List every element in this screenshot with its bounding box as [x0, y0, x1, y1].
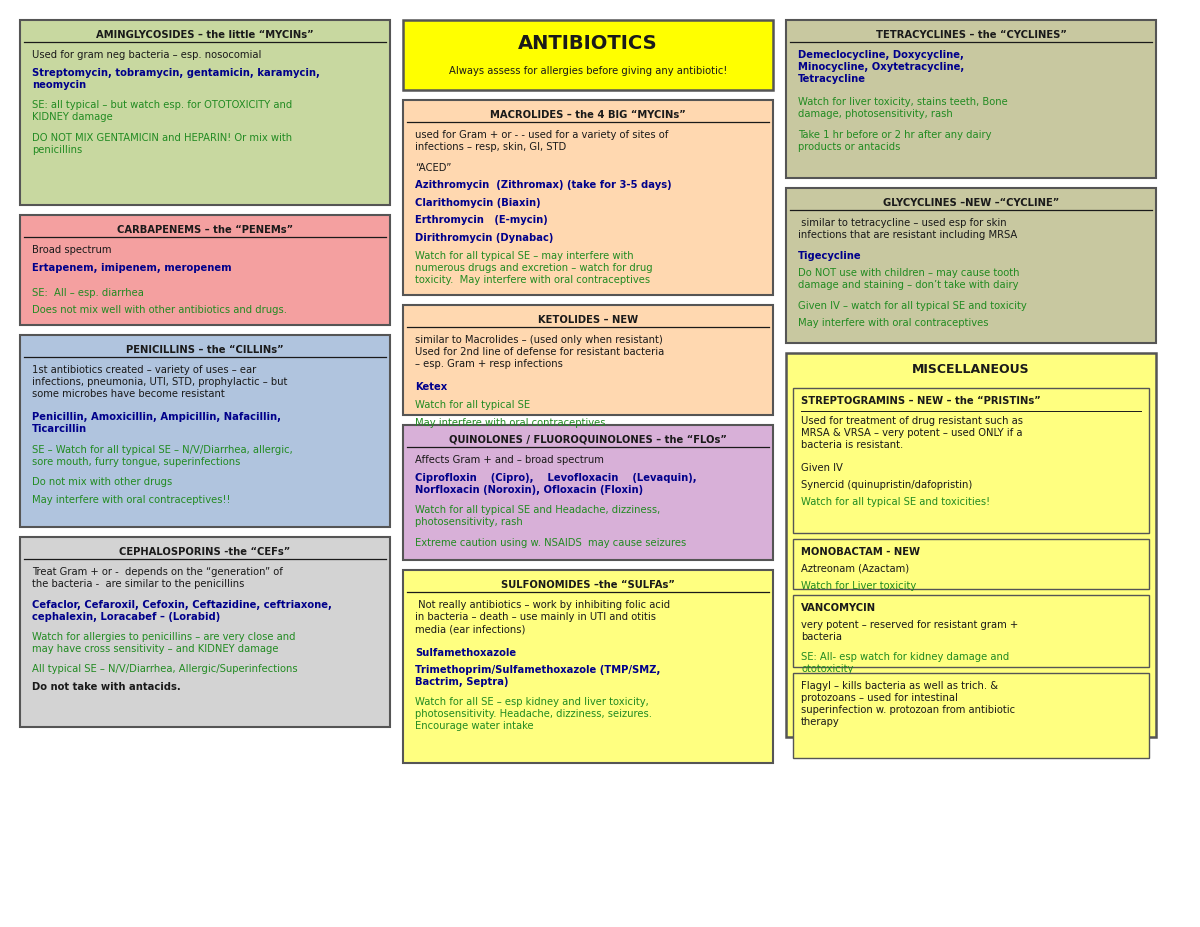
Text: Watch for allergies to penicillins – are very close and
may have cross sensitivi: Watch for allergies to penicillins – are… [32, 632, 295, 654]
Text: DO NOT MIX GENTAMICIN and HEPARIN! Or mix with
penicillins: DO NOT MIX GENTAMICIN and HEPARIN! Or mi… [32, 133, 292, 155]
FancyBboxPatch shape [403, 305, 773, 415]
Text: Used for gram neg bacteria – esp. nosocomial: Used for gram neg bacteria – esp. nosoco… [32, 50, 262, 60]
Text: Used for treatment of drug resistant such as
MRSA & VRSA – very potent – used ON: Used for treatment of drug resistant suc… [802, 416, 1022, 450]
Text: Do not take with antacids.: Do not take with antacids. [32, 682, 181, 692]
Text: All typical SE – N/V/Diarrhea, Allergic/Superinfections: All typical SE – N/V/Diarrhea, Allergic/… [32, 665, 298, 675]
Text: AMINGLYCOSIDES – the little “MYCINs”: AMINGLYCOSIDES – the little “MYCINs” [96, 30, 314, 40]
Text: May interfere with oral contraceptives: May interfere with oral contraceptives [415, 418, 606, 427]
FancyBboxPatch shape [20, 215, 390, 325]
Text: Watch for all typical SE – may interfere with
numerous drugs and excretion – wat: Watch for all typical SE – may interfere… [415, 250, 653, 285]
Text: May interfere with oral contraceptives: May interfere with oral contraceptives [798, 318, 989, 328]
Text: Does not mix well with other antibiotics and drugs.: Does not mix well with other antibiotics… [32, 306, 287, 315]
Text: Aztreonam (Azactam): Aztreonam (Azactam) [802, 564, 910, 574]
Text: Demeclocycline, Doxycycline,
Minocycline, Oxytetracycline,
Tetracycline: Demeclocycline, Doxycycline, Minocycline… [798, 50, 965, 84]
Text: Do NOT use with children – may cause tooth
damage and staining – don’t take with: Do NOT use with children – may cause too… [798, 268, 1020, 290]
Text: Watch for Liver toxicity: Watch for Liver toxicity [802, 581, 917, 591]
Text: SE: All- esp watch for kidney damage and
ototoxicity: SE: All- esp watch for kidney damage and… [802, 652, 1009, 674]
Text: MISCELLANEOUS: MISCELLANEOUS [912, 363, 1030, 376]
Text: Ciprofloxin    (Cipro),    Levofloxacin    (Levaquin),
Norfloxacin (Noroxin), Of: Ciprofloxin (Cipro), Levofloxacin (Levaq… [415, 473, 697, 495]
Text: Given IV: Given IV [802, 463, 842, 473]
Text: VANCOMYCIN: VANCOMYCIN [802, 603, 876, 613]
Text: Trimethoprim/Sulfamethoxazole (TMP/SMZ,
Bactrim, Septra): Trimethoprim/Sulfamethoxazole (TMP/SMZ, … [415, 665, 660, 687]
Text: Streptomycin, tobramycin, gentamicin, karamycin,
neomycin: Streptomycin, tobramycin, gentamicin, ka… [32, 68, 320, 90]
Text: Not really antibiotics – work by inhibiting folic acid
in bacteria – death – use: Not really antibiotics – work by inhibit… [415, 601, 670, 634]
Text: Synercid (quinupristin/dafopristin): Synercid (quinupristin/dafopristin) [802, 480, 972, 490]
Text: Given IV – watch for all typical SE and toxicity: Given IV – watch for all typical SE and … [798, 300, 1027, 311]
Text: KETOLIDES – NEW: KETOLIDES – NEW [538, 315, 638, 325]
Text: Affects Gram + and – broad spectrum: Affects Gram + and – broad spectrum [415, 455, 604, 465]
Text: Always assess for allergies before giving any antibiotic!: Always assess for allergies before givin… [449, 66, 727, 76]
Text: Flagyl – kills bacteria as well as trich. &
protozoans – used for intestinal
sup: Flagyl – kills bacteria as well as trich… [802, 681, 1015, 727]
Text: Azithromycin  (Zithromax) (take for 3-5 days): Azithromycin (Zithromax) (take for 3-5 d… [415, 180, 672, 190]
FancyBboxPatch shape [403, 20, 773, 90]
Text: Treat Gram + or -  depends on the “generation” of
the bacteria -  are similar to: Treat Gram + or - depends on the “genera… [32, 567, 283, 590]
Text: 1st antibiotics created – variety of uses – ear
infections, pneumonia, UTI, STD,: 1st antibiotics created – variety of use… [32, 365, 287, 400]
Text: Ertapenem, imipenem, meropenem: Ertapenem, imipenem, meropenem [32, 263, 232, 273]
Text: Watch for all typical SE: Watch for all typical SE [415, 400, 530, 410]
Text: MACROLIDES – the 4 BIG “MYCINs”: MACROLIDES – the 4 BIG “MYCINs” [490, 110, 686, 120]
FancyBboxPatch shape [403, 100, 773, 295]
Text: MONOBACTAM - NEW: MONOBACTAM - NEW [802, 547, 920, 557]
Text: SULFONOMIDES –the “SULFAs”: SULFONOMIDES –the “SULFAs” [502, 580, 674, 590]
Text: Dirithromycin (Dynabac): Dirithromycin (Dynabac) [415, 233, 553, 243]
Text: Penicillin, Amoxicillin, Ampicillin, Nafacillin,
Ticarcillin: Penicillin, Amoxicillin, Ampicillin, Naf… [32, 413, 281, 435]
Text: Clarithomycin (Biaxin): Clarithomycin (Biaxin) [415, 197, 541, 208]
FancyBboxPatch shape [403, 570, 773, 763]
Text: Sulfamethoxazole: Sulfamethoxazole [415, 647, 516, 657]
FancyBboxPatch shape [793, 388, 1150, 533]
FancyBboxPatch shape [20, 20, 390, 205]
Text: GLYCYCLINES –NEW –“CYCLINE”: GLYCYCLINES –NEW –“CYCLINE” [883, 198, 1060, 208]
Text: Tigecycline: Tigecycline [798, 250, 862, 260]
FancyBboxPatch shape [793, 595, 1150, 667]
Text: “ACED”: “ACED” [415, 163, 451, 172]
Text: CEPHALOSPORINS -the “CEFs”: CEPHALOSPORINS -the “CEFs” [119, 547, 290, 557]
Text: similar to tetracycline – used esp for skin
infections that are resistant includ: similar to tetracycline – used esp for s… [798, 218, 1018, 240]
Text: Ketex: Ketex [415, 383, 448, 392]
FancyBboxPatch shape [20, 335, 390, 527]
FancyBboxPatch shape [793, 673, 1150, 758]
Text: Watch for all typical SE and Headache, dizziness,
photosensitivity, rash: Watch for all typical SE and Headache, d… [415, 505, 660, 527]
Text: Watch for all typical SE and toxicities!: Watch for all typical SE and toxicities! [802, 497, 990, 507]
Text: PENICILLINS – the “CILLINs”: PENICILLINS – the “CILLINs” [126, 345, 284, 355]
Text: Erthromycin   (E-mycin): Erthromycin (E-mycin) [415, 215, 547, 225]
Text: Watch for liver toxicity, stains teeth, Bone
damage, photosensitivity, rash: Watch for liver toxicity, stains teeth, … [798, 97, 1008, 120]
Text: SE:  All – esp. diarrhea: SE: All – esp. diarrhea [32, 288, 144, 298]
Text: Extreme caution using w. NSAIDS  may cause seizures: Extreme caution using w. NSAIDS may caus… [415, 538, 686, 548]
FancyBboxPatch shape [786, 353, 1156, 737]
Text: QUINOLONES / FLUOROQUINOLONES – the “FLOs”: QUINOLONES / FLUOROQUINOLONES – the “FLO… [449, 435, 727, 445]
FancyBboxPatch shape [20, 537, 390, 727]
FancyBboxPatch shape [403, 425, 773, 560]
Text: Do not mix with other drugs: Do not mix with other drugs [32, 477, 173, 488]
Text: CARBAPENEMS – the “PENEMs”: CARBAPENEMS – the “PENEMs” [116, 225, 293, 235]
FancyBboxPatch shape [786, 188, 1156, 343]
Text: used for Gram + or - - used for a variety of sites of
infections – resp, skin, G: used for Gram + or - - used for a variet… [415, 131, 668, 152]
FancyBboxPatch shape [793, 539, 1150, 589]
Text: very potent – reserved for resistant gram +
bacteria: very potent – reserved for resistant gra… [802, 620, 1019, 641]
Text: TETRACYCLINES – the “CYCLINES”: TETRACYCLINES – the “CYCLINES” [876, 30, 1067, 40]
Text: STREPTOGRAMINS – NEW – the “PRISTINs”: STREPTOGRAMINS – NEW – the “PRISTINs” [802, 396, 1040, 406]
Text: similar to Macrolides – (used only when resistant)
Used for 2nd line of defense : similar to Macrolides – (used only when … [415, 336, 665, 369]
Text: May interfere with oral contraceptives!!: May interfere with oral contraceptives!! [32, 495, 230, 505]
Text: Broad spectrum: Broad spectrum [32, 246, 112, 255]
Text: SE: all typical – but watch esp. for OTOTOXICITY and
KIDNEY damage: SE: all typical – but watch esp. for OTO… [32, 100, 293, 122]
Text: ANTIBIOTICS: ANTIBIOTICS [518, 34, 658, 53]
Text: Take 1 hr before or 2 hr after any dairy
products or antacids: Take 1 hr before or 2 hr after any dairy… [798, 130, 991, 152]
Text: Watch for all SE – esp kidney and liver toxicity,
photosensitivity. Headache, di: Watch for all SE – esp kidney and liver … [415, 697, 652, 731]
FancyBboxPatch shape [786, 20, 1156, 178]
Text: SE – Watch for all typical SE – N/V/Diarrhea, allergic,
sore mouth, furry tongue: SE – Watch for all typical SE – N/V/Diar… [32, 445, 293, 467]
Text: Cefaclor, Cefaroxil, Cefoxin, Ceftazidine, ceftriaxone,
cephalexin, Loracabef – : Cefaclor, Cefaroxil, Cefoxin, Ceftazidin… [32, 600, 332, 622]
